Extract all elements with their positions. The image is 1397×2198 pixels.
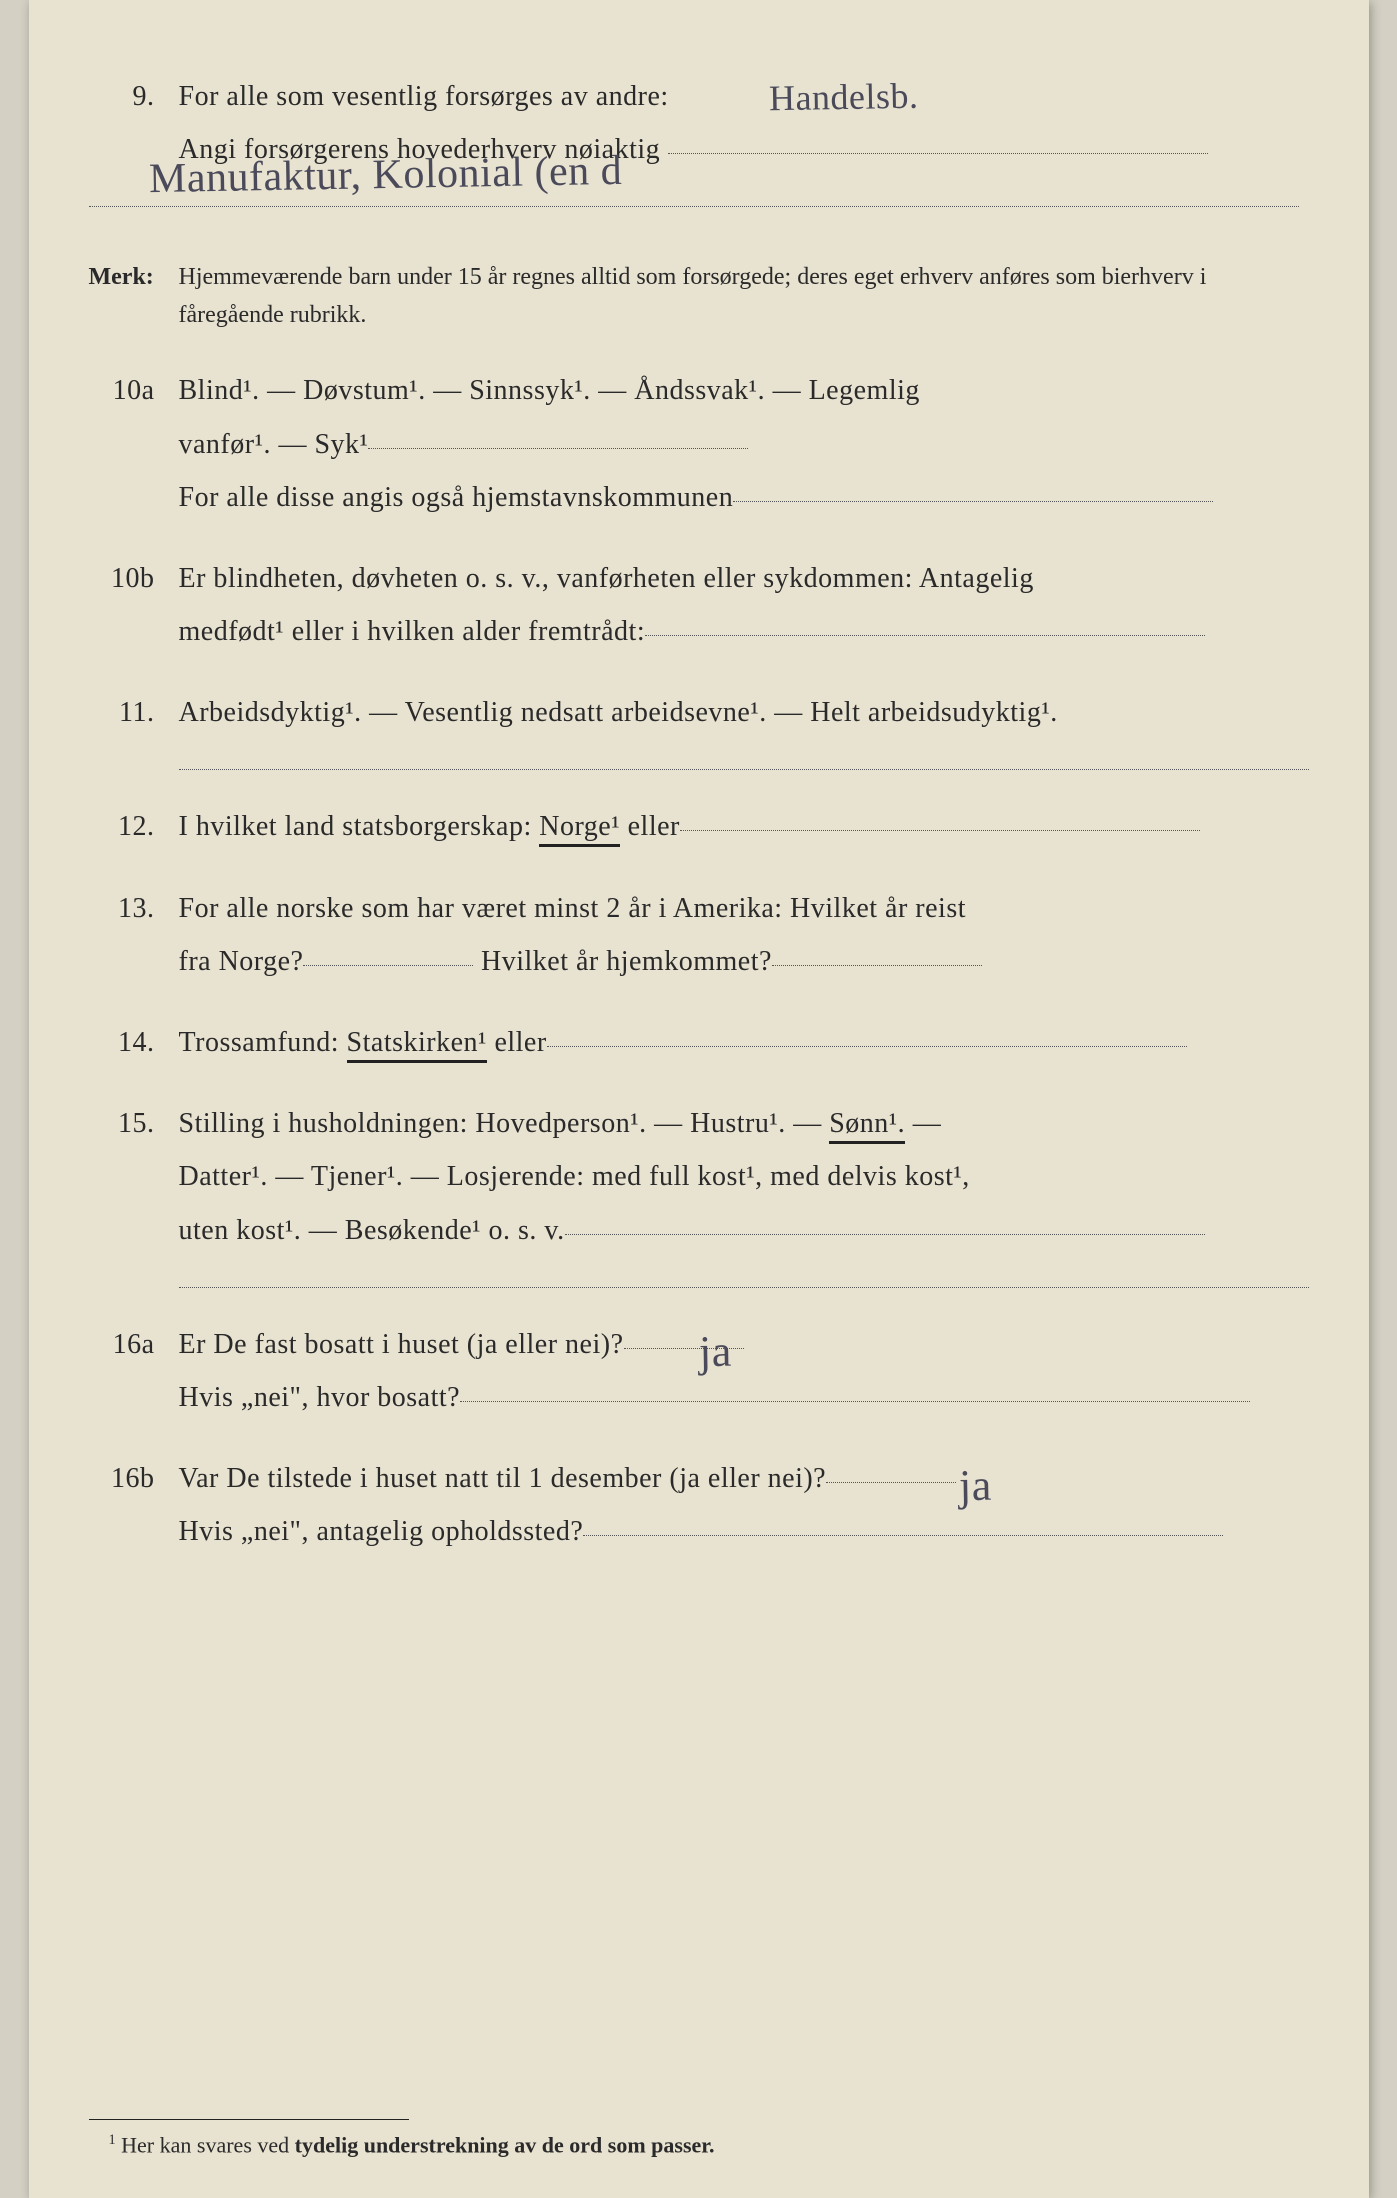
q10a-content: Blind¹. — Døvstum¹. — Sinnssyk¹. — Åndss… [179, 364, 1309, 524]
q15-line1a: Stilling i husholdningen: Hovedperson¹. … [179, 1108, 830, 1139]
q15-sonn-underlined: Sønn¹. [829, 1108, 905, 1144]
q16b-content: Var De tilstede i huset natt til 1 desem… [179, 1452, 1309, 1558]
q10a-line2: vanfør¹. — Syk¹ [179, 418, 1309, 471]
q13-line2b: Hvilket år hjemkommet? [473, 946, 771, 977]
q14-content: Trossamfund: Statskirken¹ eller [179, 1016, 1309, 1069]
q10b-blank[interactable] [645, 635, 1205, 636]
q12-blank[interactable] [680, 830, 1200, 831]
q12-content: I hvilket land statsborgerskap: Norge¹ e… [179, 800, 1309, 853]
question-10b: 10b Er blindheten, døvheten o. s. v., va… [89, 552, 1309, 658]
q16b-line2: Hvis „nei", antagelig opholdssted? [179, 1516, 584, 1547]
form-page: 9. For alle som vesentlig forsørges av a… [29, 0, 1369, 2198]
q16a-blank2[interactable] [460, 1401, 1250, 1402]
question-10a: 10a Blind¹. — Døvstum¹. — Sinnssyk¹. — Å… [89, 364, 1309, 524]
question-15: 15. Stilling i husholdningen: Hovedperso… [89, 1097, 1309, 1257]
q10a-blank2[interactable] [733, 501, 1213, 502]
q15-number: 15. [89, 1097, 179, 1257]
q9-blank1[interactable] [668, 153, 1208, 154]
q9-handwriting1: Handelsb. [768, 62, 919, 133]
q15-content: Stilling i husholdningen: Hovedperson¹. … [179, 1097, 1309, 1257]
q15-line1b: — [905, 1108, 941, 1139]
q14-text-a: Trossamfund: [179, 1027, 347, 1058]
question-13: 13. For alle norske som har været minst … [89, 882, 1309, 988]
question-16b: 16b Var De tilstede i huset natt til 1 d… [89, 1452, 1309, 1558]
merk-label: Merk: [89, 258, 179, 335]
q16a-answer: ja [698, 1310, 732, 1394]
question-12: 12. I hvilket land statsborgerskap: Norg… [89, 800, 1309, 853]
q16b-blank1[interactable] [826, 1482, 956, 1483]
question-11: 11. Arbeidsdyktig¹. — Vesentlig nedsatt … [89, 686, 1309, 739]
q15-line1: Stilling i husholdningen: Hovedperson¹. … [179, 1097, 1309, 1150]
q10a-line3: For alle disse angis også hjemstavnskomm… [179, 482, 734, 513]
q12-text-b: eller [620, 811, 680, 842]
footnote-a: Her kan svares ved [116, 2132, 295, 2157]
q16a-line2: Hvis „nei", hvor bosatt? [179, 1382, 461, 1413]
q10b-line1: Er blindheten, døvheten o. s. v., vanfør… [179, 552, 1309, 605]
q13-blank1[interactable] [303, 965, 473, 966]
q10a-line1: Blind¹. — Døvstum¹. — Sinnssyk¹. — Åndss… [179, 364, 1309, 417]
q9-line1: For alle som vesentlig forsørges av andr… [179, 70, 1309, 123]
q14-text-b: eller [487, 1027, 547, 1058]
q16a-number: 16a [89, 1318, 179, 1424]
q13-content: For alle norske som har været minst 2 år… [179, 882, 1309, 988]
q16b-blank2[interactable] [583, 1535, 1223, 1536]
q10b-line2wrap: medfødt¹ eller i hvilken alder fremtrådt… [179, 605, 1309, 658]
q10b-content: Er blindheten, døvheten o. s. v., vanfør… [179, 552, 1309, 658]
footnote-rule [89, 2119, 409, 2120]
q10a-blank1[interactable] [368, 448, 748, 449]
q16a-line2wrap: Hvis „nei", hvor bosatt? [179, 1371, 1309, 1424]
q16a-line1wrap: Er De fast bosatt i huset (ja eller nei)… [179, 1318, 1309, 1371]
section-rule-2 [179, 1287, 1309, 1288]
q14-number: 14. [89, 1016, 179, 1069]
q16b-answer: ja [958, 1444, 992, 1528]
q11-number: 11. [89, 686, 179, 739]
q16b-number: 16b [89, 1452, 179, 1558]
q10a-number: 10a [89, 364, 179, 524]
footnote: 1 Her kan svares ved tydelig understrekn… [89, 2132, 1309, 2158]
q10a-line2a: vanfør¹. — Syk¹ [179, 429, 369, 460]
footnote-bold: tydelig understrekning av de ord som pas… [295, 2132, 715, 2157]
q13-line1: For alle norske som har været minst 2 år… [179, 882, 1309, 935]
section-rule-1 [179, 769, 1309, 770]
q16b-line1: Var De tilstede i huset natt til 1 desem… [179, 1463, 827, 1494]
q15-blank[interactable] [565, 1234, 1205, 1235]
q9-line3-wrap: Manufaktur, Kolonial (en d [89, 176, 1309, 229]
q13-line2: fra Norge? Hvilket år hjemkommet? [179, 935, 1309, 988]
q9-content: For alle som vesentlig forsørges av andr… [179, 70, 1309, 230]
q16b-line2wrap: Hvis „nei", antagelig opholdssted? [179, 1505, 1309, 1558]
merk-note: Merk: Hjemmeværende barn under 15 år reg… [89, 258, 1309, 335]
q10b-line2: medfødt¹ eller i hvilken alder fremtrådt… [179, 616, 646, 647]
q16b-line1wrap: Var De tilstede i huset natt til 1 desem… [179, 1452, 1309, 1505]
q12-number: 12. [89, 800, 179, 853]
q13-line2a: fra Norge? [179, 946, 304, 977]
q12-text-a: I hvilket land statsborgerskap: [179, 811, 540, 842]
question-14: 14. Trossamfund: Statskirken¹ eller [89, 1016, 1309, 1069]
q13-number: 13. [89, 882, 179, 988]
q13-blank2[interactable] [772, 965, 982, 966]
q10a-line3wrap: For alle disse angis også hjemstavnskomm… [179, 471, 1309, 524]
merk-text: Hjemmeværende barn under 15 år regnes al… [179, 258, 1309, 335]
footnote-sup: 1 [109, 2132, 116, 2148]
q16a-line1: Er De fast bosatt i huset (ja eller nei)… [179, 1329, 624, 1360]
question-16a: 16a Er De fast bosatt i huset (ja eller … [89, 1318, 1309, 1424]
q10b-number: 10b [89, 552, 179, 658]
q16a-content: Er De fast bosatt i huset (ja eller nei)… [179, 1318, 1309, 1424]
q15-line3: uten kost¹. — Besøkende¹ o. s. v. [179, 1215, 565, 1246]
q14-statskirken-underlined: Statskirken¹ [347, 1027, 487, 1063]
q15-line3wrap: uten kost¹. — Besøkende¹ o. s. v. [179, 1204, 1309, 1257]
q12-norge-underlined: Norge¹ [539, 811, 620, 847]
q9-handwriting2: Manufaktur, Kolonial (en d [148, 132, 623, 220]
q11-content: Arbeidsdyktig¹. — Vesentlig nedsatt arbe… [179, 686, 1309, 739]
q15-line2: Datter¹. — Tjener¹. — Losjerende: med fu… [179, 1150, 1309, 1203]
q14-blank[interactable] [547, 1046, 1187, 1047]
question-9: 9. For alle som vesentlig forsørges av a… [89, 70, 1309, 230]
